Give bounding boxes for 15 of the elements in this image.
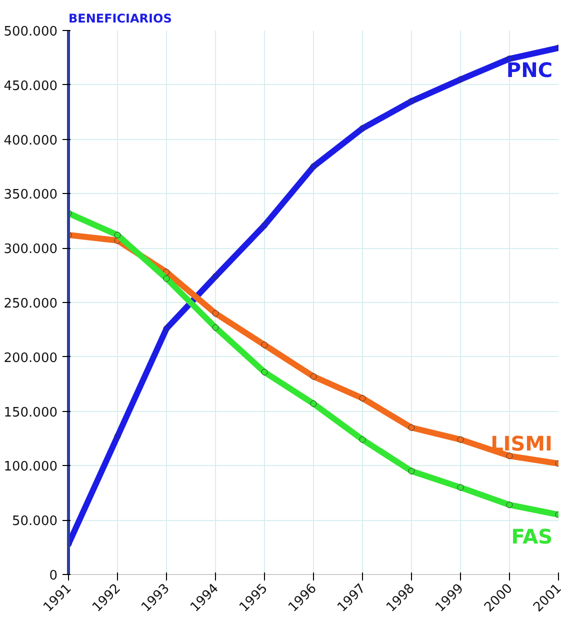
y-tick-label: 250.000 — [4, 296, 58, 312]
y-tick-label: 400.000 — [4, 133, 58, 148]
y-tick-label: 50.000 — [12, 514, 58, 530]
series-label: LISMI — [490, 432, 553, 456]
y-tick-label: 0 — [49, 568, 58, 584]
series-label: FAS — [511, 524, 552, 549]
y-tick-label: 150.000 — [4, 405, 58, 420]
y-axis-title: BENEFICIARIOS — [68, 12, 172, 26]
series-label: PNC — [506, 58, 553, 82]
y-tick-label: 200.000 — [4, 350, 58, 366]
y-tick-label: 100.000 — [4, 460, 58, 475]
y-tick-label: 450.000 — [4, 78, 58, 94]
y-tick-label: 500.000 — [4, 24, 58, 40]
y-tick-label: 300.000 — [4, 242, 58, 258]
y-tick-label: 350.000 — [4, 188, 58, 203]
